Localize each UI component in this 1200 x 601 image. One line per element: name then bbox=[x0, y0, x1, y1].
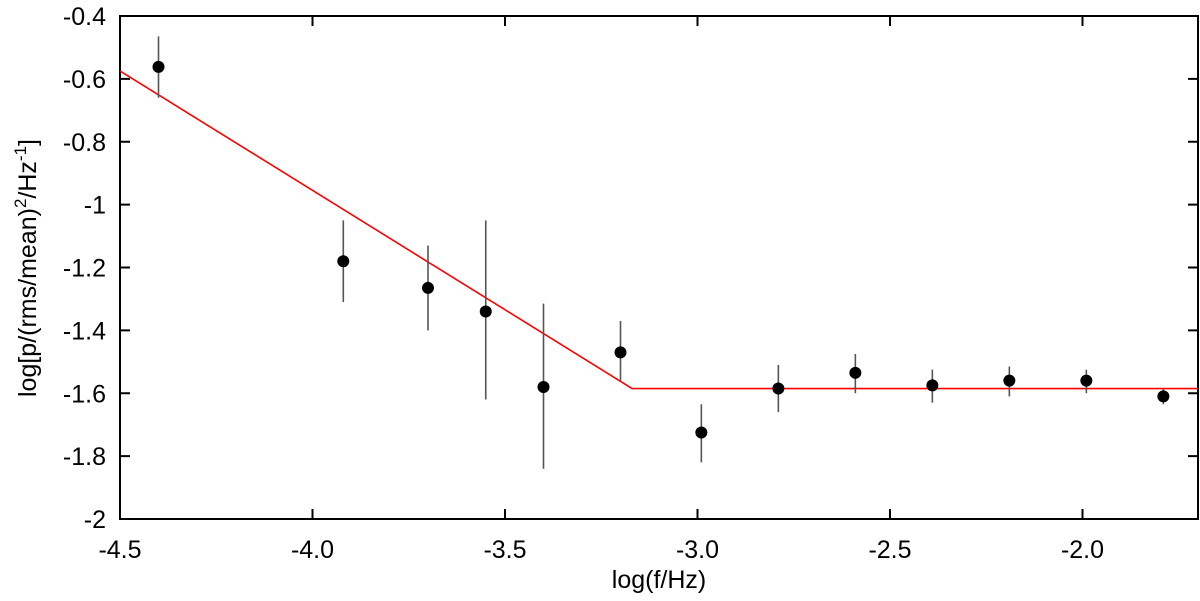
plot-frame bbox=[119, 15, 1199, 520]
x-tick-label: -4.5 bbox=[98, 536, 141, 564]
data-point bbox=[337, 255, 350, 268]
data-point bbox=[422, 281, 434, 294]
ticks bbox=[119, 15, 1198, 520]
x-tick-label: -3.0 bbox=[676, 536, 719, 564]
data-point bbox=[926, 379, 939, 392]
y-tick-label: -2 bbox=[84, 506, 106, 534]
data-point bbox=[695, 426, 708, 439]
model-fit-line bbox=[119, 70, 1198, 390]
x-tick-label: -2.0 bbox=[1061, 536, 1104, 564]
y-tick-label: -1.2 bbox=[63, 255, 106, 283]
y-tick-label: -0.6 bbox=[63, 66, 106, 94]
data-point bbox=[479, 305, 492, 318]
x-tick-label: -2.5 bbox=[868, 536, 911, 564]
y-axis-label: log[p/(rms/mean)2/Hz-1] bbox=[11, 139, 42, 397]
y-tick-label: -0.4 bbox=[63, 3, 106, 31]
y-tick-label: -1.8 bbox=[63, 443, 106, 471]
tick-labels: -4.5 -4.0 -3.5 -3.0 -2.5 -2.0 -2 -1.8 -1.6 -1.4 -1… bbox=[63, 3, 1104, 564]
y-axis-label-mid: /Hz bbox=[14, 161, 42, 199]
y-axis-label-sup-2: -1 bbox=[11, 146, 30, 161]
marks bbox=[119, 36, 1198, 469]
y-axis-label-main: log[p/(rms/mean) bbox=[14, 208, 42, 397]
y-tick-label: -0.8 bbox=[63, 129, 106, 157]
data-point bbox=[1003, 374, 1016, 387]
data-point bbox=[849, 366, 862, 379]
x-tick-label: -3.5 bbox=[483, 536, 526, 564]
data-point bbox=[152, 60, 165, 73]
data-point bbox=[772, 382, 785, 395]
data-point bbox=[1080, 374, 1093, 387]
y-tick-label: -1.4 bbox=[63, 317, 106, 345]
y-tick-label: -1 bbox=[84, 192, 106, 220]
data-point bbox=[537, 380, 550, 393]
x-axis-label: log(f/Hz) bbox=[612, 566, 706, 594]
data-point bbox=[1157, 390, 1170, 403]
y-axis-label-sup-1: 2 bbox=[11, 199, 30, 208]
y-axis-label-end: ] bbox=[14, 139, 42, 146]
x-tick-label: -4.0 bbox=[291, 536, 334, 564]
data-point bbox=[614, 346, 627, 359]
y-tick-label: -1.6 bbox=[63, 380, 106, 408]
